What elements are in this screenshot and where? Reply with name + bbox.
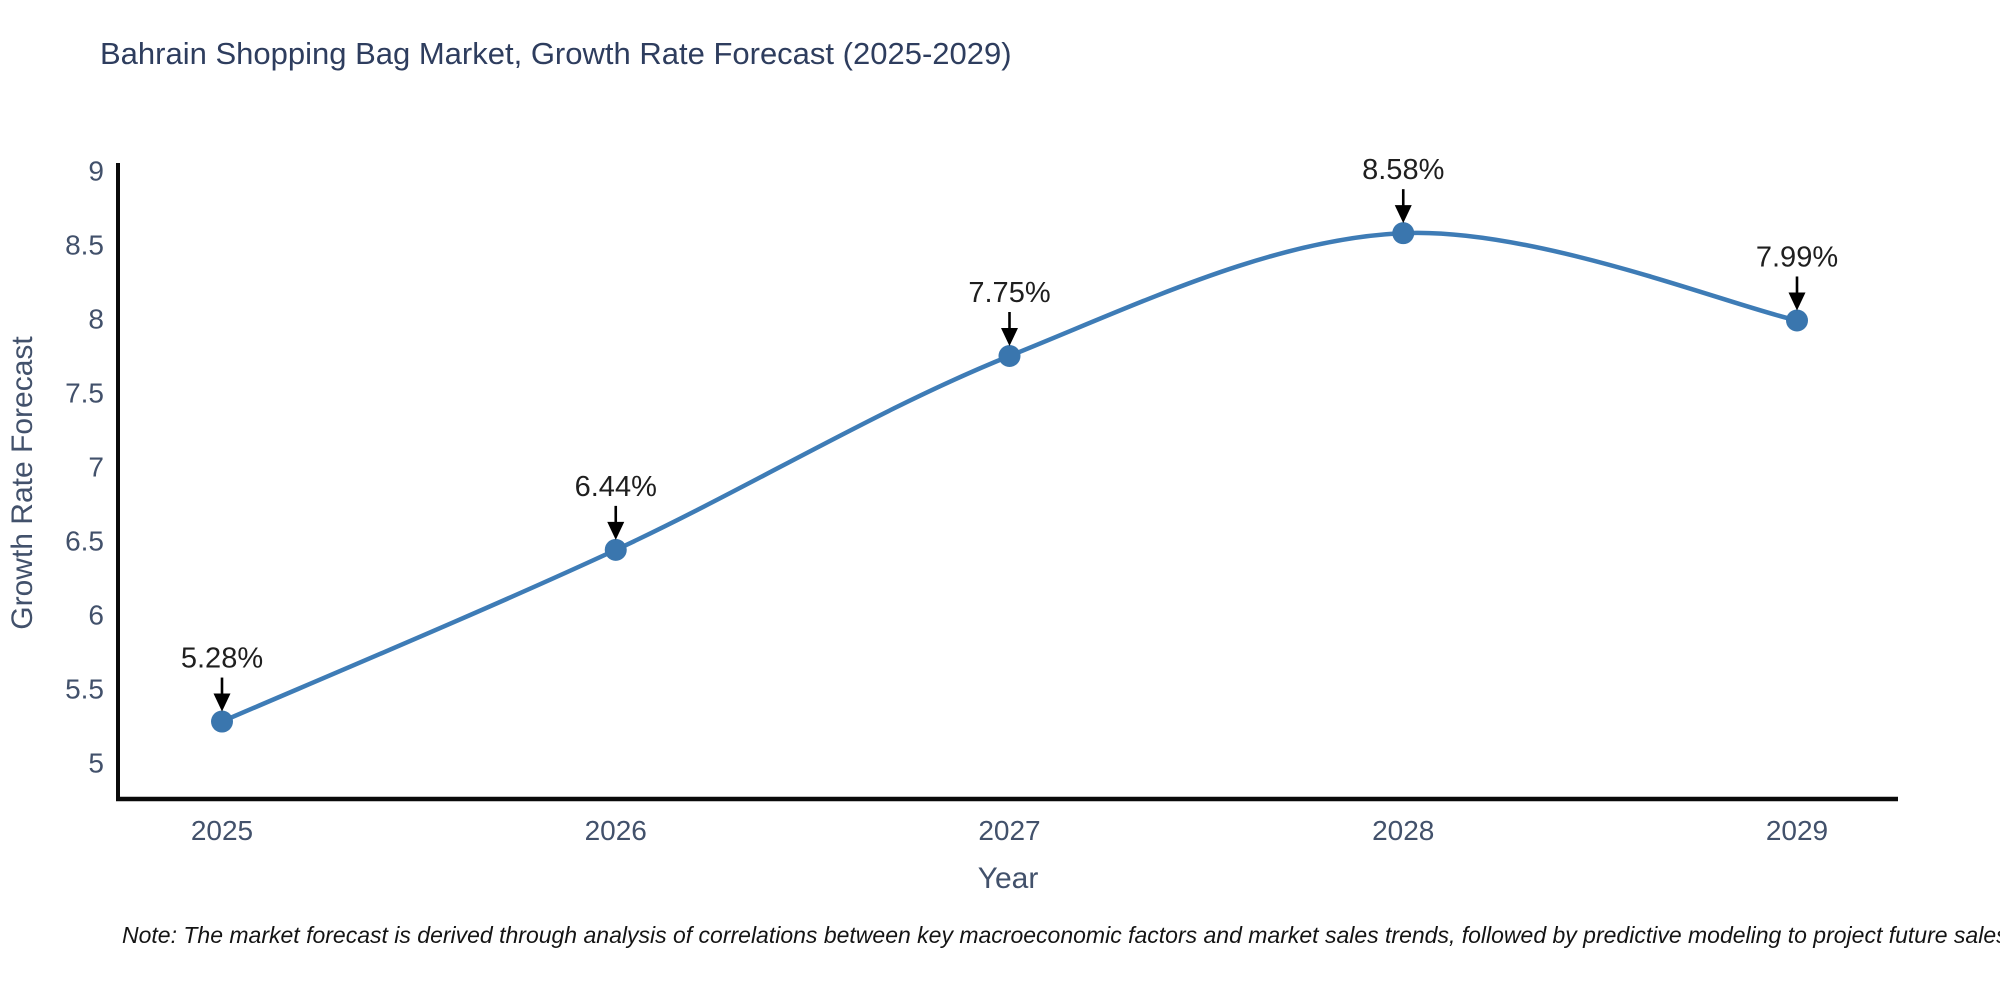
y-tick-label: 9 bbox=[88, 156, 104, 187]
data-point-label: 7.75% bbox=[968, 277, 1050, 309]
x-tick-label: 2025 bbox=[191, 815, 253, 846]
footnote: Note: The market forecast is derived thr… bbox=[122, 922, 2000, 948]
data-point-marker bbox=[211, 710, 233, 733]
annotation-arrowhead bbox=[1788, 292, 1806, 311]
y-tick-label: 5 bbox=[88, 748, 104, 779]
data-point-label: 5.28% bbox=[181, 643, 263, 675]
y-tick-label: 6.5 bbox=[65, 526, 104, 557]
data-point-label: 8.58% bbox=[1362, 154, 1444, 186]
y-tick-label: 8 bbox=[88, 304, 104, 335]
data-point-marker bbox=[1392, 222, 1415, 245]
y-axis-title: Growth Rate Forecast bbox=[6, 336, 39, 630]
y-tick-label: 7.5 bbox=[65, 378, 104, 409]
data-point-marker bbox=[998, 345, 1021, 367]
chart-title: Bahrain Shopping Bag Market, Growth Rate… bbox=[100, 36, 1012, 71]
annotation-arrowhead bbox=[213, 693, 231, 712]
data-point-marker bbox=[1786, 309, 1808, 332]
data-point-marker bbox=[604, 538, 627, 561]
data-point-label: 6.44% bbox=[575, 471, 657, 503]
y-tick-label: 8.5 bbox=[65, 230, 104, 261]
annotation-arrowhead bbox=[1394, 205, 1412, 224]
annotation-arrowhead bbox=[607, 521, 625, 540]
x-tick-label: 2028 bbox=[1372, 815, 1434, 846]
y-tick-label: 7 bbox=[88, 452, 104, 483]
x-tick-label: 2026 bbox=[585, 815, 647, 846]
annotation-arrowhead bbox=[1001, 328, 1018, 346]
y-tick-label: 5.5 bbox=[65, 674, 104, 705]
data-point-label: 7.99% bbox=[1756, 241, 1838, 273]
x-axis-title: Year bbox=[978, 862, 1039, 895]
x-tick-label: 2029 bbox=[1766, 815, 1828, 846]
x-tick-label: 2027 bbox=[978, 815, 1040, 846]
y-tick-label: 6 bbox=[88, 600, 104, 631]
